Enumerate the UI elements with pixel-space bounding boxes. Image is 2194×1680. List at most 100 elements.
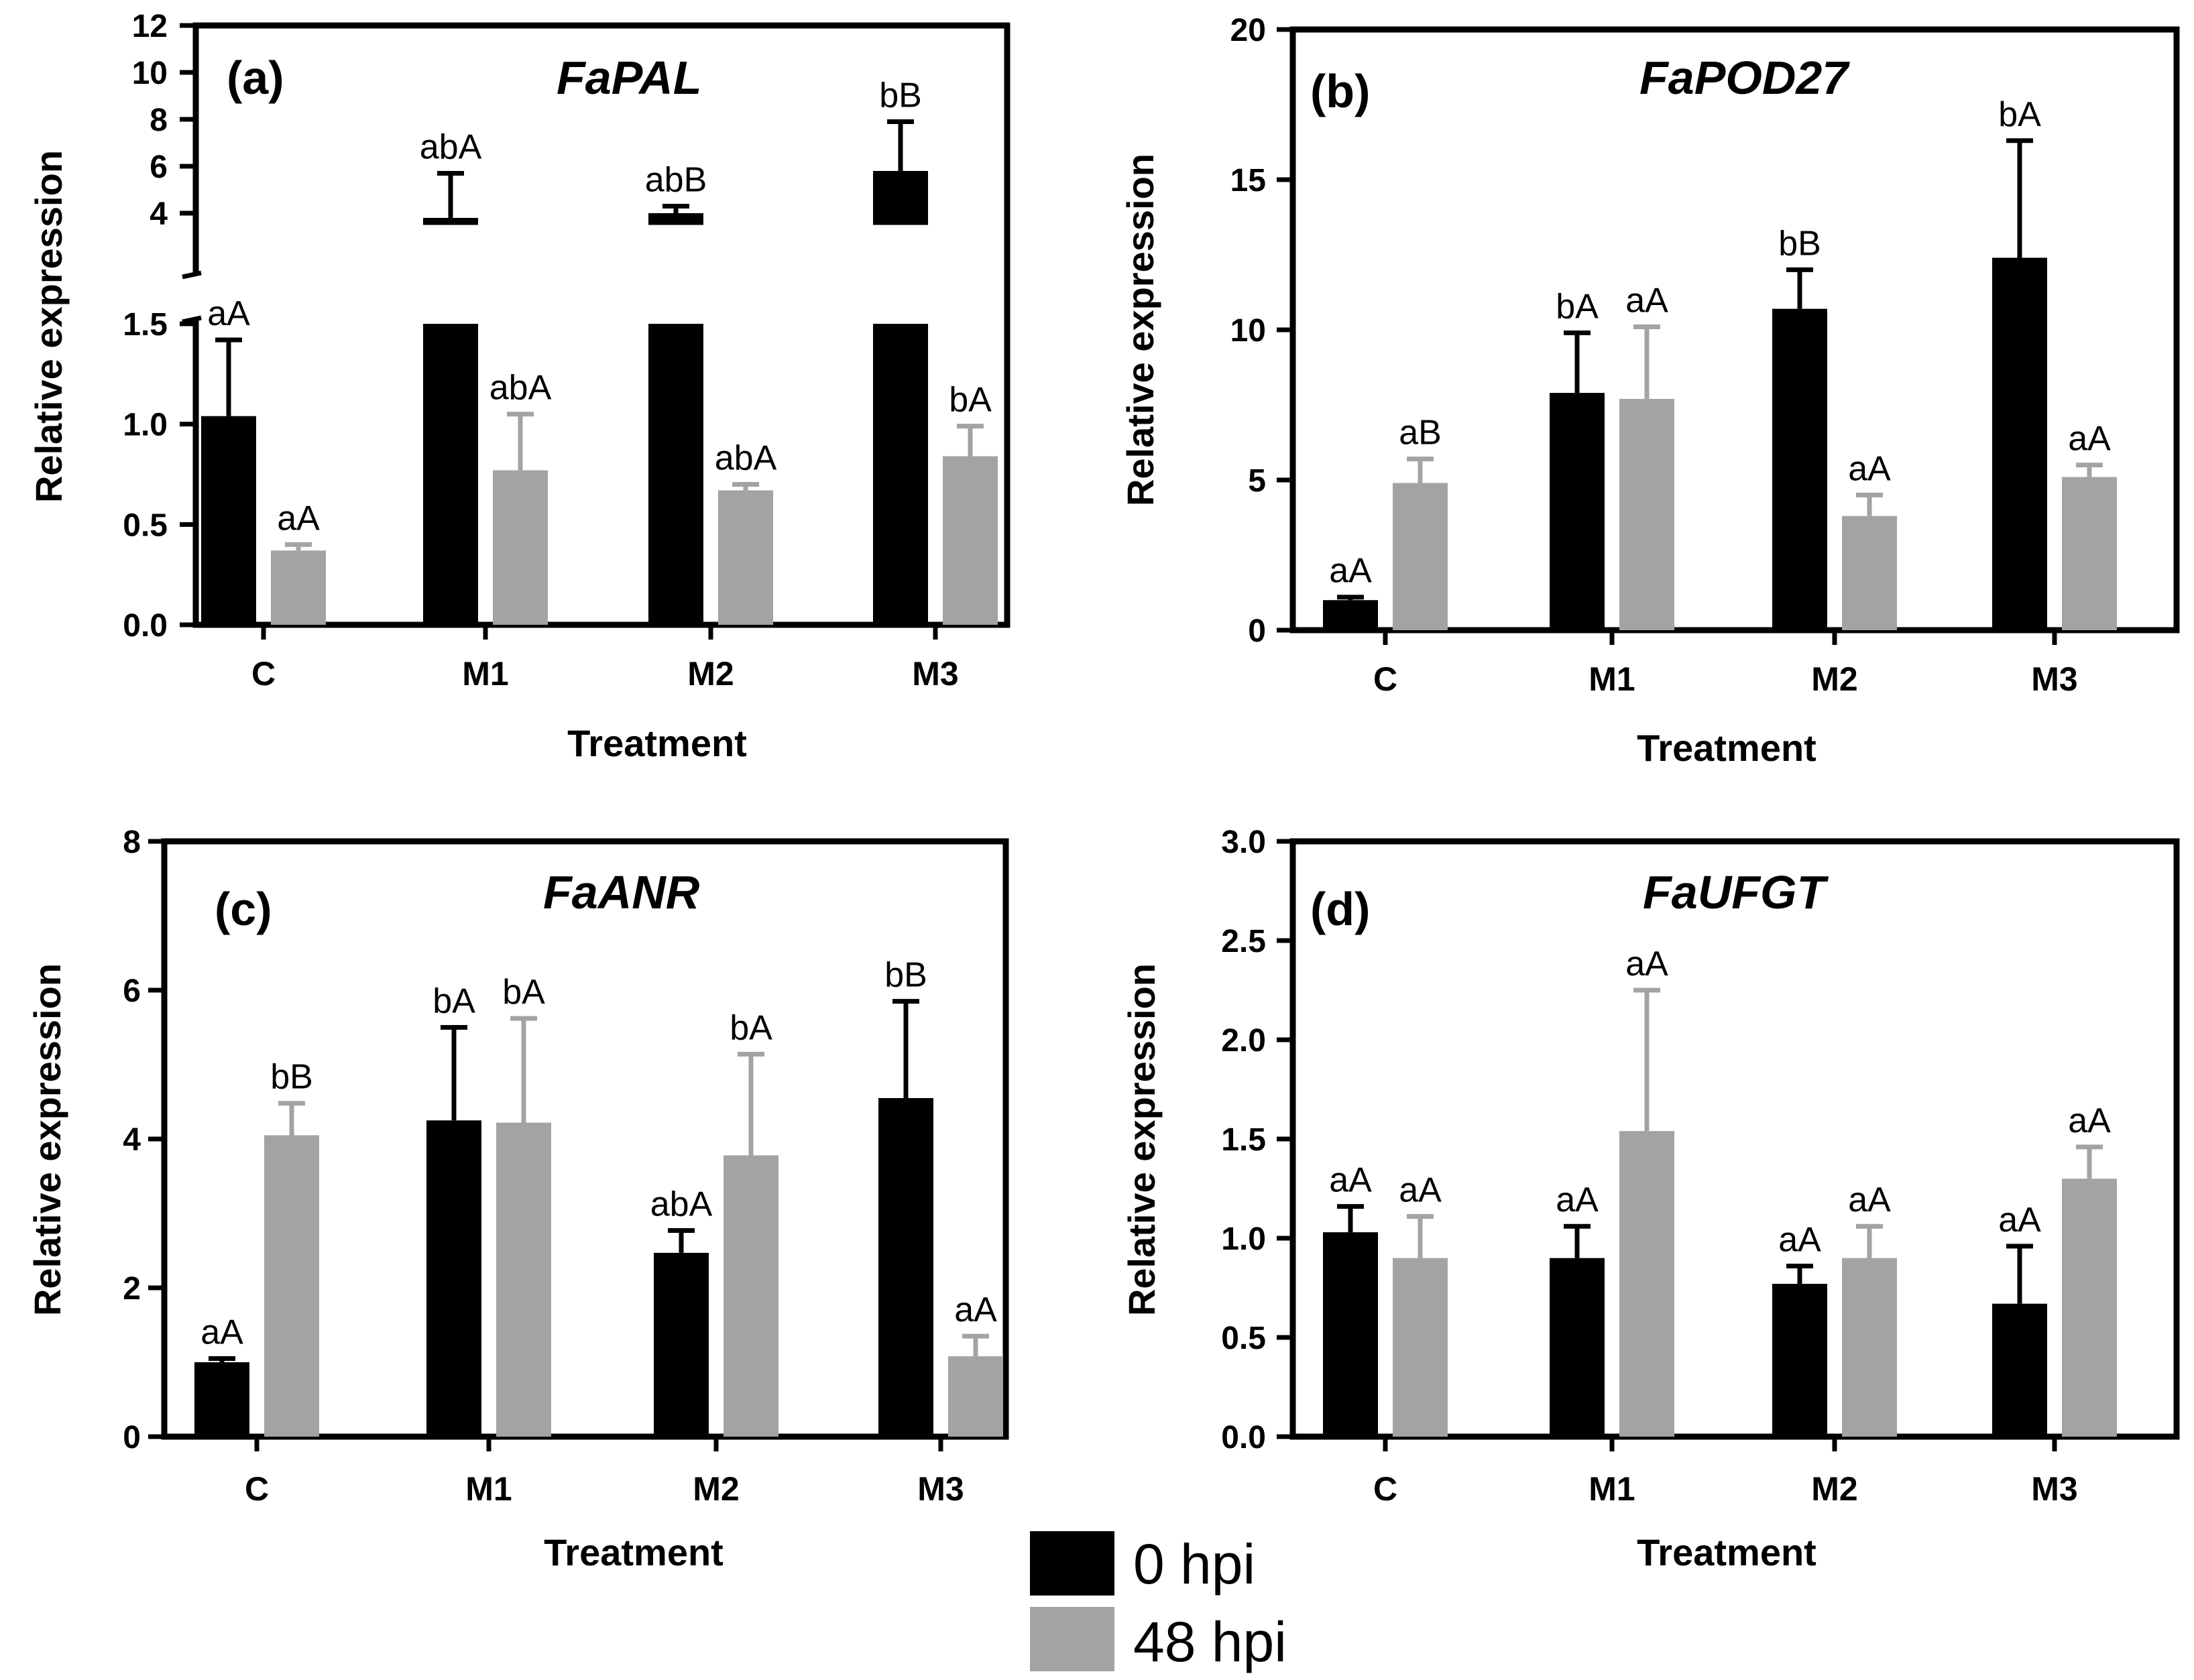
legend-swatch-48-hpi (1030, 1607, 1114, 1671)
panel-a-y-axis-label: Relative expression (27, 150, 70, 503)
y-tick-label: 12 (132, 9, 168, 44)
significance-label: bB (1778, 224, 1821, 263)
significance-label: aA (1329, 1161, 1372, 1200)
bar-48-hpi (1842, 516, 1897, 630)
legend-swatch-0-hpi (1030, 1531, 1114, 1596)
significance-label: abA (715, 438, 777, 477)
significance-label: abB (645, 161, 707, 200)
bar-0-hpi (201, 416, 256, 625)
significance-label: bB (270, 1058, 313, 1097)
x-category-label: M1 (462, 655, 508, 693)
bar-0-hpi-lower (648, 324, 703, 625)
x-category-label: C (1373, 660, 1397, 698)
bar-0-hpi (1992, 257, 2047, 631)
significance-label: bA (1556, 287, 1599, 326)
significance-label: aA (277, 499, 320, 538)
significance-label: bA (432, 982, 475, 1021)
panel-a-x-axis-label: Treatment (567, 722, 747, 764)
panel-d-letter: (d) (1310, 883, 1370, 935)
significance-label: bA (730, 1008, 772, 1047)
bar-0-hpi (1772, 308, 1827, 630)
axis-break-mark (182, 315, 202, 324)
y-tick-label: 6 (150, 149, 168, 185)
significance-label: abA (650, 1185, 713, 1224)
panel-b-y-axis-label: Relative expression (1119, 154, 1161, 506)
bar-0-hpi (1550, 1258, 1605, 1437)
y-tick-label: 10 (132, 56, 168, 91)
significance-label: abA (489, 369, 552, 408)
bar-48-hpi (496, 1122, 551, 1437)
y-tick-label: 15 (1230, 163, 1266, 198)
y-tick-label: 0 (1248, 613, 1266, 649)
axis-break-gap (169, 275, 209, 320)
bar-0-hpi (1992, 1303, 2047, 1437)
panel-a-gene-title: FaPAL (557, 52, 702, 104)
significance-label: aA (2068, 420, 2111, 459)
y-tick-label: 20 (1230, 13, 1266, 48)
panel-a-chart: (a) FaPAL Relative expression Treatment … (27, 9, 1011, 764)
significance-label: aA (1556, 1181, 1599, 1219)
significance-label: aA (1848, 449, 1891, 488)
legend-label-48-hpi: 48 hpi (1133, 1610, 1287, 1673)
bar-48-hpi (2062, 477, 2117, 630)
x-category-label: M1 (465, 1470, 512, 1508)
significance-label: aA (2068, 1101, 2111, 1140)
significance-label: aA (207, 294, 250, 333)
bar-0-hpi (878, 1097, 933, 1437)
bar-48-hpi (1393, 483, 1448, 630)
y-tick-label: 1.0 (123, 408, 168, 443)
panel-b-gene-title: FaPOD27 (1639, 52, 1850, 104)
bar-0-hpi (1323, 600, 1378, 630)
significance-label: bA (949, 381, 992, 420)
panel-c-chart: (c) FaANR Relative expression Treatment … (26, 825, 1009, 1573)
bar-48-hpi (1619, 399, 1674, 630)
axis-break-mark (182, 270, 202, 280)
panel-b-letter: (b) (1310, 65, 1370, 117)
x-category-label: C (251, 655, 276, 693)
panel-c-y-axis-label: Relative expression (26, 963, 68, 1316)
significance-label: abA (420, 128, 482, 167)
bar-48-hpi (1842, 1258, 1897, 1437)
bar-0-hpi-lower (873, 324, 928, 625)
y-tick-label: 0.0 (1221, 1420, 1266, 1455)
bar-48-hpi (718, 490, 773, 625)
panel-c-x-axis-label: Treatment (544, 1531, 724, 1573)
y-tick-label: 2.0 (1221, 1023, 1266, 1059)
bar-0-hpi (1550, 393, 1605, 630)
significance-label: bA (502, 973, 545, 1012)
legend-label-0-hpi: 0 hpi (1133, 1533, 1255, 1596)
y-tick-label: 8 (150, 103, 168, 138)
panel-d-y-axis-label: Relative expression (1120, 963, 1163, 1316)
bar-0-hpi-upper (423, 218, 478, 225)
significance-label: aA (1625, 282, 1668, 320)
x-category-label: M2 (1811, 1470, 1857, 1508)
bar-0-hpi (654, 1252, 709, 1437)
y-tick-label: 0.5 (123, 507, 168, 543)
panel-a-letter: (a) (227, 52, 284, 104)
y-tick-label: 1.5 (123, 307, 168, 343)
panel-b-chart: (b) FaPOD27 Relative expression Treatmen… (1119, 13, 2180, 769)
y-tick-label: 10 (1230, 313, 1266, 349)
bar-0-hpi (426, 1120, 481, 1437)
significance-label: bB (884, 956, 927, 995)
bar-0-hpi-lower (423, 324, 478, 625)
x-category-label: C (1373, 1470, 1397, 1508)
bar-0-hpi-upper (648, 213, 703, 225)
y-tick-label: 3.0 (1221, 825, 1266, 860)
y-tick-label: 4 (123, 1122, 141, 1158)
y-tick-label: 2 (123, 1271, 141, 1307)
panel-d-x-axis-label: Treatment (1637, 1531, 1816, 1573)
x-category-label: M3 (917, 1470, 964, 1508)
x-category-label: M3 (912, 655, 958, 693)
y-tick-label: 0 (123, 1420, 141, 1455)
panel-b-x-axis-label: Treatment (1637, 727, 1816, 769)
x-category-label: M1 (1589, 660, 1635, 698)
bar-0-hpi-upper (873, 171, 928, 225)
significance-label: aA (1329, 552, 1372, 591)
bar-0-hpi (194, 1362, 249, 1437)
x-category-label: M2 (1811, 660, 1857, 698)
panel-d-gene-title: FaUFGT (1643, 866, 1829, 918)
significance-label: aA (1778, 1220, 1821, 1259)
bar-48-hpi (264, 1135, 319, 1437)
